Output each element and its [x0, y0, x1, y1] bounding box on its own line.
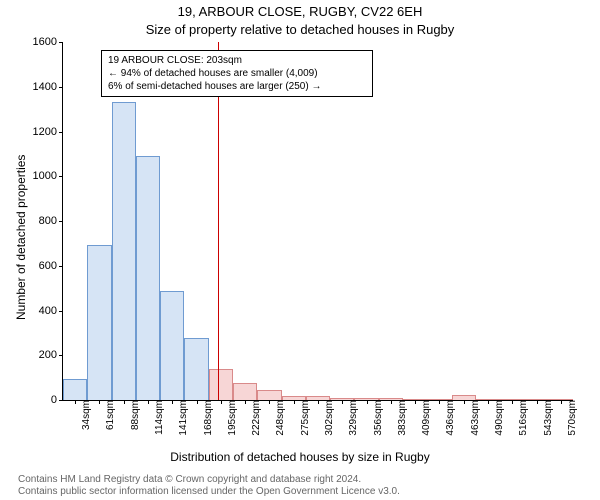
x-tick-mark [124, 400, 125, 404]
info-box: 19 ARBOUR CLOSE: 203sqm← 94% of detached… [101, 50, 373, 97]
x-tick-mark [537, 400, 538, 404]
x-tick-label: 570sqm [561, 400, 578, 436]
chart-container: 19, ARBOUR CLOSE, RUGBY, CV22 6EH Size o… [0, 0, 600, 500]
y-tick-mark [59, 221, 63, 222]
x-tick-mark [561, 400, 562, 404]
x-tick-mark [294, 400, 295, 404]
x-tick-mark [367, 400, 368, 404]
histogram-bar [233, 383, 257, 400]
x-tick-label: 222sqm [245, 400, 262, 436]
info-box-line: 19 ARBOUR CLOSE: 203sqm [108, 54, 366, 67]
x-tick-label: 302sqm [318, 400, 335, 436]
x-tick-mark [512, 400, 513, 404]
x-tick-label: 168sqm [197, 400, 214, 436]
y-tick-mark [59, 176, 63, 177]
histogram-bar [112, 102, 136, 400]
x-tick-mark [391, 400, 392, 404]
x-tick-mark [99, 400, 100, 404]
x-tick-mark [197, 400, 198, 404]
histogram-bar [184, 338, 208, 400]
footer-copyright: Contains HM Land Registry data © Crown c… [18, 474, 361, 485]
x-axis-label: Distribution of detached houses by size … [0, 450, 600, 464]
x-tick-mark [464, 400, 465, 404]
x-tick-mark [245, 400, 246, 404]
histogram-bar [209, 369, 233, 400]
x-tick-mark [318, 400, 319, 404]
x-tick-label: 195sqm [221, 400, 238, 436]
x-tick-label: 88sqm [124, 400, 141, 430]
x-tick-mark [488, 400, 489, 404]
x-tick-label: 516sqm [512, 400, 529, 436]
y-tick-mark [59, 42, 63, 43]
x-tick-label: 34sqm [75, 400, 92, 430]
x-tick-label: 275sqm [294, 400, 311, 436]
footer-licence: Contains public sector information licen… [18, 486, 400, 497]
x-tick-mark [221, 400, 222, 404]
x-tick-label: 383sqm [391, 400, 408, 436]
x-tick-label: 141sqm [172, 400, 189, 436]
x-tick-label: 329sqm [342, 400, 359, 436]
plot-area: 0200400600800100012001400160034sqm61sqm8… [62, 42, 573, 401]
x-tick-mark [148, 400, 149, 404]
y-tick-mark [59, 355, 63, 356]
x-tick-label: 248sqm [269, 400, 286, 436]
x-tick-mark [75, 400, 76, 404]
chart-title-main: 19, ARBOUR CLOSE, RUGBY, CV22 6EH [0, 4, 600, 19]
x-tick-label: 61sqm [99, 400, 116, 430]
y-tick-mark [59, 87, 63, 88]
y-axis-label: Number of detached properties [14, 155, 28, 320]
histogram-bar [136, 156, 160, 400]
y-tick-mark [59, 311, 63, 312]
x-tick-mark [172, 400, 173, 404]
histogram-bar [160, 291, 184, 400]
y-tick-mark [59, 266, 63, 267]
y-tick-mark [59, 132, 63, 133]
histogram-bar [257, 390, 281, 400]
x-tick-label: 114sqm [148, 400, 165, 435]
x-tick-mark [269, 400, 270, 404]
x-tick-label: 463sqm [464, 400, 481, 436]
x-tick-label: 543sqm [537, 400, 554, 436]
histogram-bar [87, 245, 111, 401]
x-tick-mark [415, 400, 416, 404]
x-tick-label: 490sqm [488, 400, 505, 436]
chart-title-sub: Size of property relative to detached ho… [0, 22, 600, 37]
x-tick-label: 409sqm [415, 400, 432, 436]
x-tick-label: 436sqm [439, 400, 456, 436]
histogram-bar [63, 379, 87, 400]
y-tick-mark [59, 400, 63, 401]
x-tick-label: 356sqm [367, 400, 384, 436]
x-tick-mark [439, 400, 440, 404]
info-box-line: 6% of semi-detached houses are larger (2… [108, 80, 366, 93]
info-box-line: ← 94% of detached houses are smaller (4,… [108, 67, 366, 80]
x-tick-mark [342, 400, 343, 404]
